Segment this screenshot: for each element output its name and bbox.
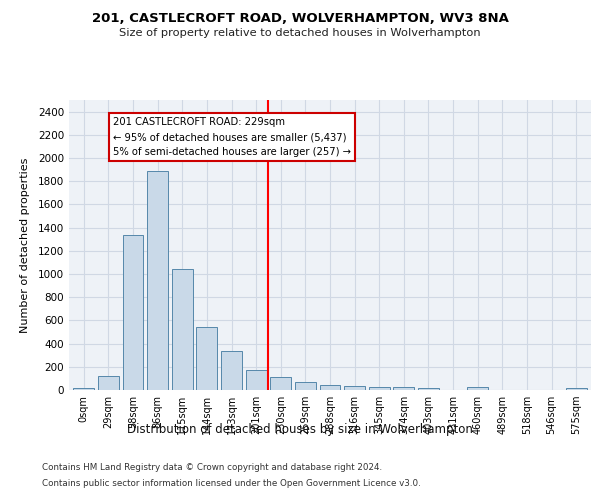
Text: Size of property relative to detached houses in Wolverhampton: Size of property relative to detached ho… (119, 28, 481, 38)
Text: Distribution of detached houses by size in Wolverhampton: Distribution of detached houses by size … (127, 422, 473, 436)
Bar (221, 350, 242, 390)
Bar (295, 382, 316, 390)
Bar (566, 388, 587, 390)
Bar (270, 377, 291, 390)
Bar (245, 370, 266, 390)
Bar (320, 386, 340, 390)
Text: 201 CASTLECROFT ROAD: 229sqm
← 95% of detached houses are smaller (5,437)
5% of : 201 CASTLECROFT ROAD: 229sqm ← 95% of de… (113, 118, 352, 157)
Y-axis label: Number of detached properties: Number of detached properties (20, 158, 29, 332)
Bar (147, 171, 168, 390)
Bar (418, 388, 439, 390)
Bar (98, 376, 119, 390)
Bar (394, 388, 415, 390)
Text: Contains HM Land Registry data © Crown copyright and database right 2024.: Contains HM Land Registry data © Crown c… (42, 464, 382, 472)
Bar (196, 327, 217, 390)
Bar (467, 387, 488, 390)
Text: Contains public sector information licensed under the Open Government Licence v3: Contains public sector information licen… (42, 478, 421, 488)
Bar (73, 388, 94, 390)
Bar (122, 234, 143, 390)
Bar (172, 269, 193, 390)
Text: 201, CASTLECROFT ROAD, WOLVERHAMPTON, WV3 8NA: 201, CASTLECROFT ROAD, WOLVERHAMPTON, WV… (92, 12, 508, 26)
Bar (344, 386, 365, 390)
Bar (369, 386, 390, 390)
